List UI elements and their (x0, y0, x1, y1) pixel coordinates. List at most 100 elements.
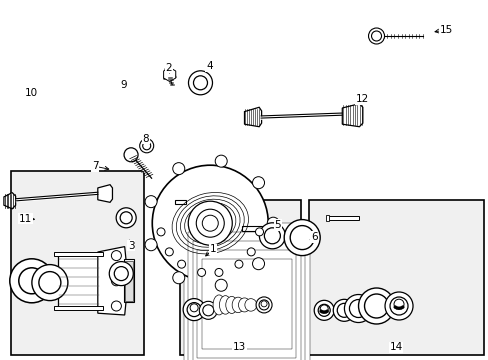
Circle shape (364, 294, 388, 318)
Circle shape (344, 294, 372, 323)
Circle shape (140, 139, 153, 153)
Circle shape (145, 239, 157, 251)
Polygon shape (124, 259, 134, 302)
Polygon shape (185, 214, 188, 220)
Circle shape (203, 305, 213, 316)
Text: 14: 14 (388, 342, 402, 352)
Polygon shape (125, 261, 133, 301)
Text: 4: 4 (205, 61, 212, 71)
Polygon shape (342, 104, 362, 127)
Circle shape (358, 288, 394, 324)
Circle shape (395, 306, 398, 310)
Circle shape (234, 260, 243, 268)
Circle shape (202, 215, 218, 231)
Circle shape (325, 310, 328, 313)
Circle shape (267, 217, 279, 229)
Circle shape (333, 299, 354, 321)
Polygon shape (188, 232, 305, 360)
Polygon shape (4, 193, 16, 209)
Polygon shape (54, 252, 102, 256)
Circle shape (259, 223, 285, 249)
Circle shape (199, 301, 217, 319)
Polygon shape (244, 107, 261, 127)
Circle shape (393, 306, 396, 309)
Circle shape (120, 212, 132, 224)
Circle shape (349, 300, 366, 318)
Text: 3: 3 (127, 240, 134, 251)
Circle shape (188, 71, 212, 95)
Circle shape (324, 310, 327, 314)
Circle shape (314, 300, 333, 320)
Circle shape (124, 148, 138, 162)
Polygon shape (54, 306, 102, 310)
Circle shape (401, 306, 404, 309)
Circle shape (393, 299, 403, 309)
Polygon shape (327, 216, 359, 220)
Ellipse shape (225, 296, 237, 314)
Circle shape (252, 177, 264, 189)
Ellipse shape (232, 297, 244, 313)
Circle shape (188, 201, 232, 245)
Circle shape (252, 258, 264, 270)
Bar (180, 200, 300, 355)
Polygon shape (58, 254, 100, 308)
Polygon shape (225, 288, 237, 322)
Circle shape (196, 209, 224, 237)
Text: 1: 1 (209, 244, 216, 255)
Circle shape (32, 265, 68, 301)
Circle shape (389, 297, 407, 315)
Circle shape (109, 262, 133, 285)
Polygon shape (98, 185, 112, 202)
Circle shape (145, 195, 157, 208)
Text: 10: 10 (25, 88, 38, 98)
Circle shape (187, 303, 201, 316)
Polygon shape (232, 288, 244, 322)
Text: 2: 2 (165, 63, 172, 73)
Polygon shape (163, 68, 176, 79)
Circle shape (142, 142, 150, 150)
Polygon shape (213, 288, 224, 322)
Text: 13: 13 (232, 342, 246, 352)
Circle shape (116, 208, 136, 228)
Circle shape (172, 163, 184, 175)
Circle shape (19, 268, 45, 294)
Circle shape (190, 304, 198, 312)
Ellipse shape (244, 299, 256, 311)
Circle shape (319, 310, 322, 313)
Circle shape (111, 276, 121, 286)
Circle shape (215, 155, 227, 167)
Text: 7: 7 (92, 161, 99, 171)
Polygon shape (242, 226, 261, 231)
Circle shape (152, 165, 268, 281)
Circle shape (157, 228, 164, 236)
Text: 6: 6 (310, 232, 317, 242)
Polygon shape (183, 223, 309, 360)
Circle shape (39, 271, 61, 294)
Polygon shape (254, 291, 264, 319)
Circle shape (322, 311, 325, 314)
Circle shape (320, 305, 327, 313)
Circle shape (111, 301, 121, 311)
Circle shape (397, 307, 400, 310)
Circle shape (337, 303, 350, 317)
Circle shape (165, 248, 173, 256)
Polygon shape (202, 259, 291, 349)
Circle shape (247, 248, 255, 256)
Circle shape (284, 220, 320, 256)
Circle shape (289, 226, 314, 249)
Circle shape (111, 251, 121, 261)
Circle shape (255, 228, 263, 236)
Polygon shape (238, 288, 250, 322)
Polygon shape (98, 247, 128, 315)
Polygon shape (219, 288, 231, 322)
Circle shape (183, 298, 204, 321)
Circle shape (256, 297, 271, 313)
Circle shape (10, 259, 54, 303)
Circle shape (259, 300, 268, 310)
Text: 5: 5 (274, 220, 281, 230)
Polygon shape (193, 241, 300, 360)
Circle shape (172, 272, 184, 284)
Circle shape (114, 267, 128, 280)
Circle shape (368, 28, 384, 44)
Bar (308, 200, 483, 355)
